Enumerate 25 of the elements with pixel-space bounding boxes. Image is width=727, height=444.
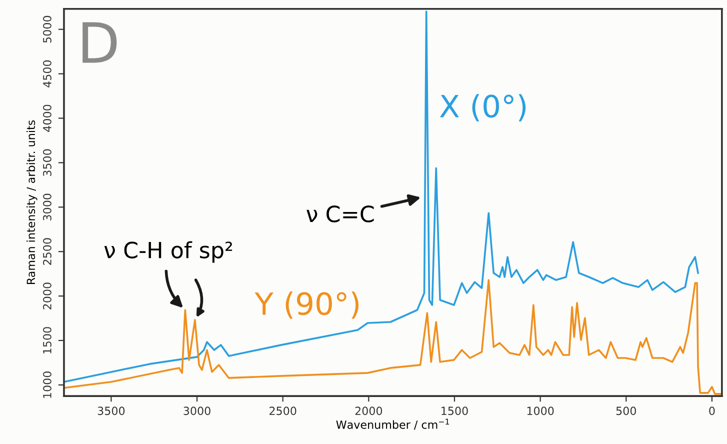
- x-tick-label: 3500: [98, 406, 125, 416]
- y-tick-label: 4000: [43, 104, 52, 132]
- x-tick-label: 3000: [184, 406, 210, 416]
- annotation: ν C=C: [306, 206, 374, 222]
- y-tick-label: 2000: [43, 282, 52, 310]
- x-tick-label: 2500: [270, 406, 296, 416]
- x-tick-label: 1000: [527, 406, 554, 416]
- annotation: ν C-H of sp²: [104, 241, 232, 263]
- y-tick-label: 1000: [43, 372, 52, 398]
- y-axis-title: Raman intensity / arbitr. units: [26, 120, 38, 284]
- series-label: Y (90°): [254, 292, 359, 319]
- y-tick-label: 5000: [43, 16, 52, 43]
- y-tick-label: 4500: [43, 60, 52, 88]
- series-label: X (0°): [440, 94, 526, 122]
- x-tick-label: 500: [616, 406, 636, 416]
- y-tick-label: 2500: [43, 238, 52, 265]
- x-axis-title: Wavenumber / cm$^{−1}$: [336, 418, 449, 430]
- x-tick-label: 1500: [442, 406, 468, 416]
- y-tick-label: 3000: [43, 194, 52, 220]
- y-tick-label: 3500: [43, 149, 52, 176]
- y-tick-label: 1500: [43, 327, 52, 354]
- x-tick-label: 2000: [355, 406, 382, 416]
- line-series: [64, 10, 699, 383]
- x-tick-label: 0: [709, 406, 715, 416]
- chart-title: D: [82, 22, 117, 63]
